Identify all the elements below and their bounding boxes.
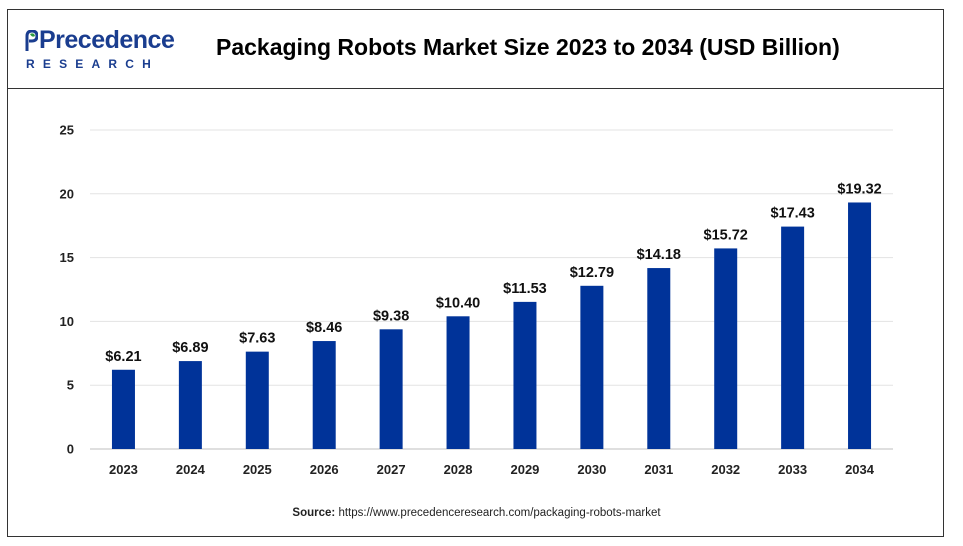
- x-tick-label: 2029: [510, 462, 539, 477]
- y-tick-label: 25: [60, 123, 74, 138]
- x-tick-label: 2034: [845, 462, 875, 477]
- x-tick-label: 2027: [377, 462, 406, 477]
- data-label: $17.43: [770, 206, 814, 222]
- y-tick-label: 0: [67, 442, 74, 457]
- y-tick-label: 15: [60, 250, 74, 265]
- data-label: $10.40: [436, 295, 480, 311]
- brand-name: Precedence: [39, 26, 175, 54]
- x-tick-label: 2033: [778, 462, 807, 477]
- bar: [848, 202, 872, 449]
- source-note: Source: https://www.precedenceresearch.c…: [8, 507, 945, 519]
- data-label: $7.63: [239, 331, 275, 347]
- data-label: $15.72: [704, 227, 748, 243]
- leaf-icon: [25, 29, 38, 51]
- x-tick-label: 2031: [644, 462, 673, 477]
- bar: [580, 285, 604, 449]
- bar: [781, 226, 805, 449]
- x-tick-label: 2024: [176, 462, 206, 477]
- bar: [714, 248, 738, 449]
- bar-chart: 0510152025$6.212023$6.892024$7.632025$8.…: [60, 123, 893, 477]
- y-tick-label: 20: [60, 186, 74, 201]
- data-label: $11.53: [503, 281, 547, 297]
- bar: [111, 369, 135, 449]
- bar: [647, 268, 671, 449]
- data-label: $19.32: [837, 181, 881, 197]
- data-label: $6.89: [172, 340, 208, 356]
- x-tick-label: 2023: [109, 462, 138, 477]
- y-tick-label: 5: [67, 378, 74, 393]
- bar: [379, 329, 403, 449]
- bar: [446, 316, 470, 449]
- bar: [245, 351, 269, 449]
- data-label: $6.21: [105, 349, 141, 365]
- data-label: $14.18: [637, 247, 681, 263]
- brand-logo: Precedence RESEARCH: [24, 26, 175, 78]
- chart-frame: Precedence RESEARCH Packaging Robots Mar…: [7, 9, 944, 537]
- brand-subtitle: RESEARCH: [26, 57, 159, 71]
- source-url[interactable]: https://www.precedenceresearch.com/packa…: [338, 507, 661, 519]
- chart-header: Precedence RESEARCH Packaging Robots Mar…: [8, 10, 943, 89]
- bar: [178, 361, 202, 449]
- x-tick-label: 2030: [577, 462, 606, 477]
- chart-title: Packaging Robots Market Size 2023 to 203…: [216, 34, 840, 60]
- data-label: $9.38: [373, 308, 409, 324]
- source-label: Source:: [292, 507, 336, 519]
- x-tick-label: 2032: [711, 462, 740, 477]
- y-tick-label: 10: [60, 314, 74, 329]
- data-label: $8.46: [306, 320, 342, 336]
- x-tick-label: 2026: [310, 462, 339, 477]
- x-tick-label: 2025: [243, 462, 272, 477]
- bar: [513, 301, 537, 449]
- data-label: $12.79: [570, 265, 614, 281]
- bar: [312, 341, 336, 449]
- x-tick-label: 2028: [444, 462, 473, 477]
